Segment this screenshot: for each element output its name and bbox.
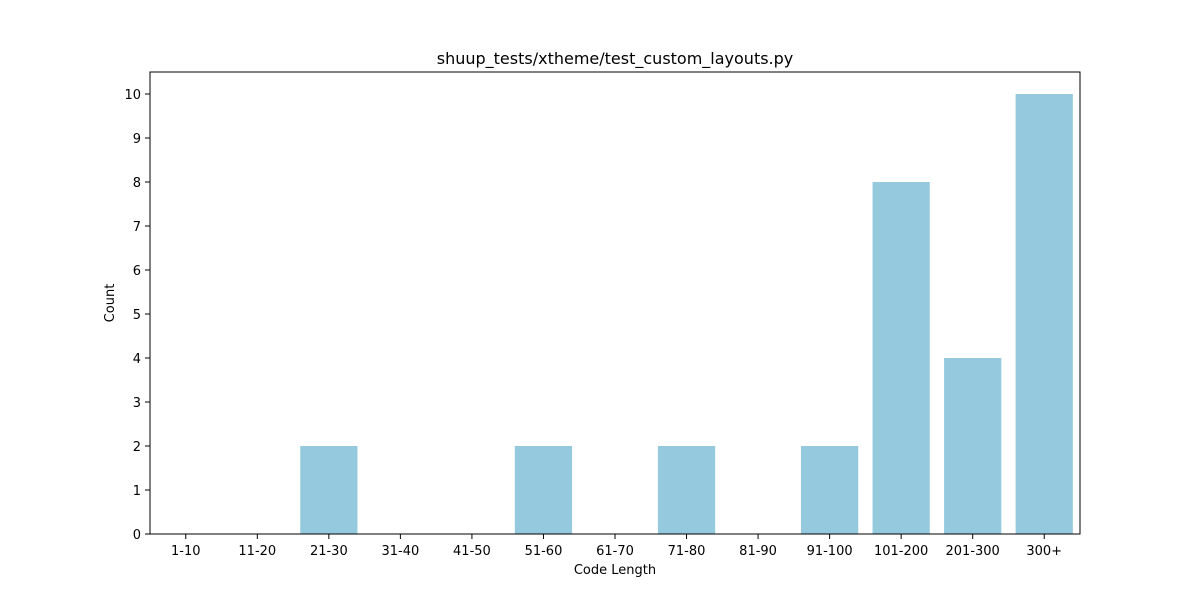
x-tick-label: 101-200 xyxy=(874,544,928,559)
x-tick-label: 31-40 xyxy=(381,544,419,559)
x-tick-label: 61-70 xyxy=(596,544,634,559)
chart-title: shuup_tests/xtheme/test_custom_layouts.p… xyxy=(437,49,794,69)
y-tick-label: 4 xyxy=(133,352,141,367)
y-tick-label: 5 xyxy=(133,308,141,323)
x-axis-label: Code Length xyxy=(574,563,656,578)
x-tick-label: 11-20 xyxy=(238,544,276,559)
x-tick-label: 91-100 xyxy=(807,544,853,559)
y-tick-label: 3 xyxy=(133,396,141,411)
x-axis: 1-10 11-20 21-30 31-40 41-50 51-60 61-70 71-80 8… xyxy=(171,534,1062,559)
x-tick-label: 300+ xyxy=(1026,544,1062,559)
plot-frame xyxy=(149,71,1081,535)
y-tick-label: 10 xyxy=(124,88,141,103)
y-axis: 0 1 2 3 4 5 6 7 8 9 10 xyxy=(124,88,150,543)
bar-201-300 xyxy=(944,358,1002,534)
y-tick-label: 2 xyxy=(133,440,141,455)
x-tick-label: 51-60 xyxy=(525,544,563,559)
bars-group xyxy=(300,94,1073,534)
y-tick-label: 1 xyxy=(133,484,141,499)
bar-21-30 xyxy=(300,446,358,534)
bar-91-100 xyxy=(801,446,859,534)
x-tick-label: 201-300 xyxy=(946,544,1000,559)
y-tick-label: 0 xyxy=(133,528,141,543)
y-tick-label: 6 xyxy=(133,264,141,279)
y-tick-label: 8 xyxy=(133,176,141,191)
x-tick-label: 21-30 xyxy=(310,544,348,559)
bar-71-80 xyxy=(657,446,716,534)
x-tick-label: 1-10 xyxy=(171,544,201,559)
x-tick-label: 81-90 xyxy=(739,544,777,559)
y-tick-label: 9 xyxy=(133,132,141,147)
bar-51-60 xyxy=(514,446,573,534)
bar-300+ xyxy=(1015,94,1073,534)
x-tick-label: 41-50 xyxy=(453,544,491,559)
y-tick-label: 7 xyxy=(133,220,141,235)
x-tick-label: 71-80 xyxy=(668,544,706,559)
bar-101-200 xyxy=(872,182,930,534)
y-axis-label: Count xyxy=(103,284,118,323)
